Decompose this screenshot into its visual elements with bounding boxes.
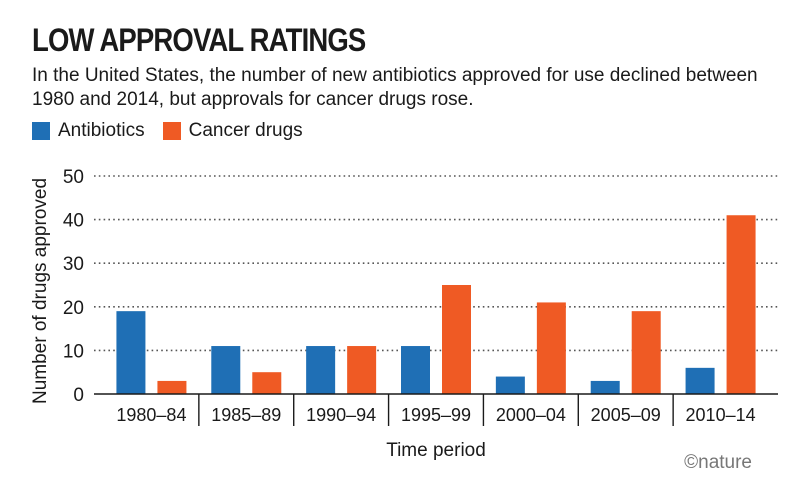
bar-cancer-drugs-0 xyxy=(157,380,187,394)
bar-antibiotics-4 xyxy=(495,376,525,394)
x-tick-label-0: 1980–84 xyxy=(116,405,186,425)
x-tick-label-5: 2005–09 xyxy=(591,405,661,425)
chart-subtitle: In the United States, the number of new … xyxy=(32,65,758,110)
chart-title: LOW APPROVAL RATINGS xyxy=(32,22,366,58)
x-axis-label: Time period xyxy=(386,440,486,461)
bar-cancer-drugs-2 xyxy=(347,346,377,394)
x-tick-label-6: 2010–14 xyxy=(686,405,756,425)
legend-label-cancer-drugs: Cancer drugs xyxy=(188,120,303,141)
legend-label-antibiotics: Antibiotics xyxy=(58,120,145,141)
bar-antibiotics-0 xyxy=(116,311,146,394)
legend-item-cancer-drugs: Cancer drugs xyxy=(162,120,303,142)
y-tick-label-30: 30 xyxy=(63,254,84,275)
y-tick-label-10: 10 xyxy=(63,341,84,362)
x-tick-label-4: 2000–04 xyxy=(496,405,566,425)
legend-swatch-antibiotics xyxy=(32,122,50,140)
bar-antibiotics-2 xyxy=(306,346,336,394)
x-tick-label-1: 1985–89 xyxy=(211,405,281,425)
nature-credit: ©nature xyxy=(684,452,752,473)
x-tick-label-2: 1990–94 xyxy=(306,405,376,425)
y-tick-label-50: 50 xyxy=(63,167,84,188)
bar-antibiotics-1 xyxy=(211,346,241,394)
legend-swatch-cancer-drugs xyxy=(162,122,181,140)
y-axis-label: Number of drugs approved xyxy=(30,178,51,404)
bar-cancer-drugs-1 xyxy=(252,372,282,394)
bar-antibiotics-3 xyxy=(401,346,430,394)
legend: Antibiotics Cancer drugs xyxy=(32,120,321,142)
bar-antibiotics-5 xyxy=(590,380,620,394)
bar-antibiotics-6 xyxy=(685,367,715,394)
bar-cancer-drugs-6 xyxy=(726,215,756,394)
y-tick-label-20: 20 xyxy=(63,298,84,319)
y-tick-label-0: 0 xyxy=(73,385,84,406)
y-tick-label-40: 40 xyxy=(63,211,84,232)
bar-cancer-drugs-4 xyxy=(536,302,566,394)
x-tick-label-3: 1995–99 xyxy=(401,405,471,425)
bar-cancer-drugs-3 xyxy=(442,285,471,394)
bar-cancer-drugs-5 xyxy=(631,311,661,394)
legend-item-antibiotics: Antibiotics xyxy=(32,120,145,142)
